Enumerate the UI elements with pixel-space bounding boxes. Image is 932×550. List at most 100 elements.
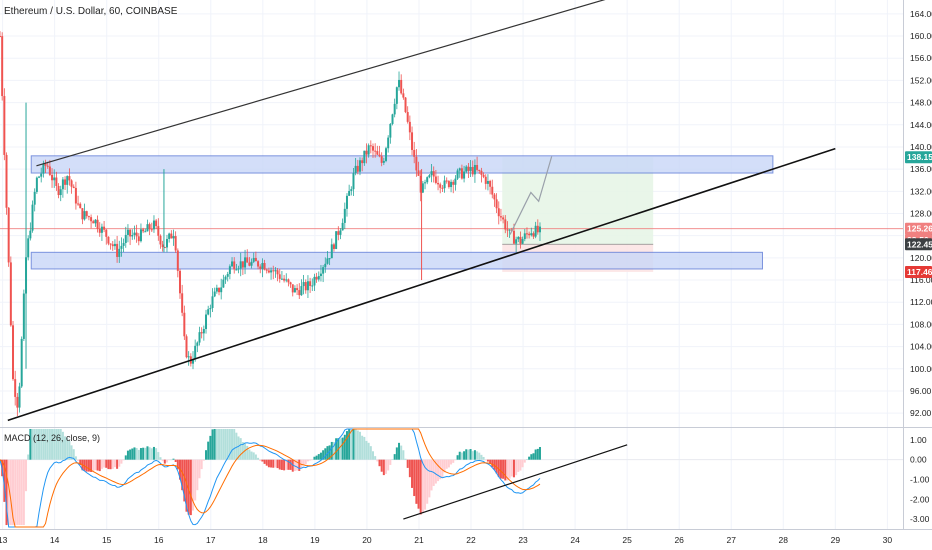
macd-hist-bar [241,442,244,460]
macd-hist-bar [267,459,270,468]
candle-body [317,276,320,280]
candle-body [315,276,318,280]
candle-body [480,170,483,175]
candle-body [332,244,335,249]
chart-title: Ethereum / U.S. Dollar, 60, COINBASE [4,6,178,17]
macd-tick-label: 1.00 [910,435,927,445]
candle-body [306,281,309,291]
macd-hist-bar [358,431,361,460]
macd-hist-bar [5,459,8,526]
candle-body [365,150,368,155]
time-tick-label: 21 [414,535,424,545]
macd-hist-bar [254,454,257,460]
macd-hist-bar [315,455,318,460]
candle-body [181,293,184,313]
macd-hist-bar [502,459,505,479]
candle-body [519,236,522,244]
candle-body [215,287,218,292]
price-tag-label: 117.46 [907,267,932,277]
candle-body [393,103,396,115]
candle-body [319,273,322,277]
candle-body [413,149,416,157]
macd-hist-bar [291,459,294,472]
candle-body [152,220,155,230]
candle-body [270,270,273,273]
candle-body [111,244,114,247]
macd-hist-bar [493,459,496,470]
macd-hist-bar [348,429,351,460]
macd-hist-bar [408,459,411,478]
macd-hist-bar [393,454,396,460]
candle-body [408,121,411,133]
time-tick-label: 17 [206,535,216,545]
macd-hist-bar [343,434,346,460]
macd-hist-bar [443,459,446,473]
candle-body [406,112,409,122]
macd-hist-bar [189,459,192,516]
macd-hist-bar [172,458,175,460]
candle-body [341,222,344,231]
candle-body [113,243,116,247]
macd-hist-bar [528,456,531,460]
macd-hist-bar [361,435,364,460]
macd-tick-label: 0.00 [910,455,927,465]
candle-body [118,248,121,257]
macd-hist-bar [14,459,17,526]
candle-body [7,207,10,263]
candle-body [499,216,502,218]
candle-body [426,177,429,183]
macd-hist-bar [146,446,149,460]
candle-body [293,288,296,293]
candle-body [185,336,188,358]
macd-hist-bar [79,459,82,466]
macd-hist-bar [441,459,444,478]
candle-body [354,165,357,174]
candle-body [278,274,281,279]
candle-body [83,211,86,220]
candle-body [168,233,171,239]
candle-body [48,166,51,175]
price-tag-target [905,151,932,164]
candle-body [517,236,520,240]
macd-hist-bar [161,459,164,462]
macd-hist-bar [209,435,212,460]
candle-body [209,307,212,310]
macd-hist-bar [53,428,56,460]
candle-body [139,229,142,242]
candle-body [298,290,301,296]
macd-hist-bar [374,456,377,460]
time-tick-label: 22 [466,535,476,545]
macd-hist-bar [486,459,489,462]
macd-hist-bar [83,459,86,471]
macd-hist-bar [100,459,103,469]
macd-hist-bar [96,459,99,471]
macd-hist-bar [150,448,153,460]
candle-body [274,270,277,272]
support-zone [30,251,763,270]
candle-body [289,282,292,285]
macd-hist-bar [339,438,342,460]
macd-trendline [403,444,628,520]
candle-body [92,221,95,224]
time-tick-label: 14 [50,535,60,545]
macd-hist-bar [430,459,433,491]
macd-hist-bar [530,454,533,460]
candle-body [94,219,97,224]
macd-hist-bar [395,447,398,460]
macd-hist-bar [239,438,242,460]
candle-body [428,175,431,178]
macd-hist-bar [57,428,60,460]
candle-body [536,225,539,233]
macd-hist-bar [192,459,195,511]
candle-body [309,281,312,286]
candle-body [55,177,58,186]
macd-histogram [0,428,541,526]
candle-body [339,230,342,235]
candle-body [376,151,379,155]
macd-hist-bar [484,459,487,461]
candle-body [18,386,21,408]
candle-body [302,282,305,287]
price-tag-label: 125.26 [907,224,932,234]
price-tag-label: 138.15 [907,152,932,162]
